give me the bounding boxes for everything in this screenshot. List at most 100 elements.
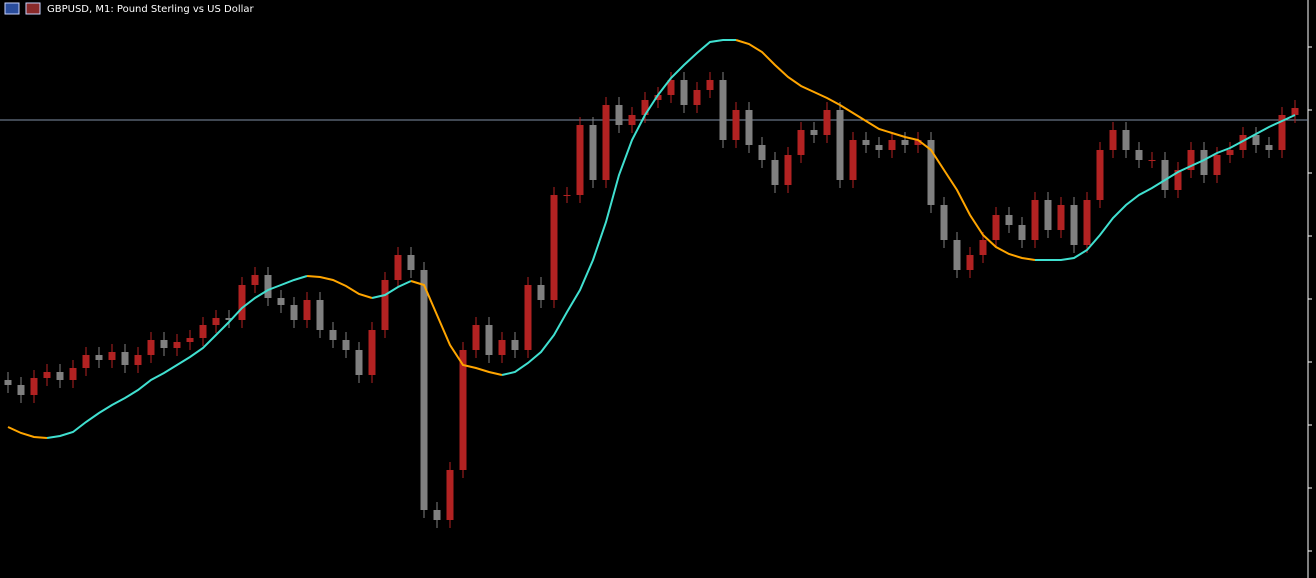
candle-body [459, 350, 467, 470]
candle-body [329, 330, 337, 340]
candle-body [771, 160, 779, 185]
candle-body [212, 318, 220, 325]
candle-body [745, 110, 753, 145]
candle-body [1083, 200, 1091, 245]
candle-body [524, 285, 532, 350]
chart-title: GBPUSD, M1: Pound Sterling vs US Dollar [47, 4, 255, 15]
candle-body [251, 275, 259, 285]
candle-body [1187, 150, 1195, 170]
candle-body [4, 380, 12, 385]
candle-body [173, 342, 181, 348]
candle-body [290, 305, 298, 320]
candle-body [1252, 135, 1260, 145]
candle-body [901, 140, 909, 145]
candle-body [1291, 108, 1299, 115]
candle-body [797, 130, 805, 155]
candle-body [992, 215, 1000, 240]
moving-average [501, 39, 736, 376]
candle-body [849, 140, 857, 180]
candle-body [1031, 200, 1039, 240]
candle-body [680, 80, 688, 105]
candle-body [784, 155, 792, 185]
candle-body [1148, 160, 1156, 161]
candle-body [693, 90, 701, 105]
candle-body [927, 140, 935, 205]
candle-body [1122, 130, 1130, 150]
candle-body [238, 285, 246, 320]
candle-body [810, 130, 818, 135]
candle-body [914, 140, 922, 145]
moving-average [1035, 114, 1296, 261]
candle-body [69, 368, 77, 380]
candle-body [108, 352, 116, 360]
candle-body [433, 510, 441, 520]
candle-body [550, 195, 558, 300]
moving-average [46, 275, 308, 439]
axis-ticks [1308, 46, 1312, 552]
candle-body [1005, 215, 1013, 225]
moving-average [410, 280, 503, 376]
candle-body [498, 340, 506, 355]
candle-body [1200, 150, 1208, 175]
candle-body [628, 115, 636, 125]
candle-body [576, 125, 584, 195]
candle-body [875, 145, 883, 150]
candle-body [563, 195, 571, 196]
candle-body [706, 80, 714, 90]
candle-body [1070, 205, 1078, 245]
window-icons[interactable] [4, 2, 41, 15]
candle-body [641, 100, 649, 115]
candle-body [472, 325, 480, 350]
candle-body [1174, 170, 1182, 190]
candle-body [1135, 150, 1143, 160]
candle-body [940, 205, 948, 240]
candle-body [264, 275, 272, 298]
candle-body [368, 330, 376, 375]
candle-body [953, 240, 961, 270]
candle-body [732, 110, 740, 140]
moving-average [306, 275, 373, 299]
candle-body [277, 298, 285, 305]
candle-body [1265, 145, 1273, 150]
candle-body [303, 300, 311, 320]
candle-body [862, 140, 870, 145]
candle-body [823, 110, 831, 135]
candle-body [1278, 115, 1286, 150]
candle-body [43, 372, 51, 378]
candle-body [134, 355, 142, 365]
candle-body [381, 280, 389, 330]
chart-icon[interactable] [25, 2, 41, 15]
candle-body [589, 125, 597, 180]
candle-body [1057, 205, 1065, 230]
candle-body [30, 378, 38, 395]
candle-body [147, 340, 155, 355]
candle-body [1213, 155, 1221, 175]
candle-body [316, 300, 324, 330]
candle-body [602, 105, 610, 180]
candle-body [1018, 225, 1026, 240]
candle-body [121, 352, 129, 365]
candle-body [56, 372, 64, 380]
candle-body [654, 95, 662, 100]
candle-body [836, 110, 844, 180]
moving-average [735, 39, 1036, 261]
moving-average [371, 280, 412, 299]
menu-icon[interactable] [4, 2, 20, 15]
candle-body [966, 255, 974, 270]
candle-body [82, 355, 90, 368]
candle-body [342, 340, 350, 350]
candle-body [394, 255, 402, 280]
candle-body [1096, 150, 1104, 200]
candle-body [1161, 160, 1169, 190]
candle-body [95, 355, 103, 360]
candle-body [1044, 200, 1052, 230]
candle-body [186, 338, 194, 342]
moving-average [7, 426, 48, 439]
candle-body [446, 470, 454, 520]
candle-body [355, 350, 363, 375]
candle-body [17, 385, 25, 395]
candle-body [407, 255, 415, 270]
